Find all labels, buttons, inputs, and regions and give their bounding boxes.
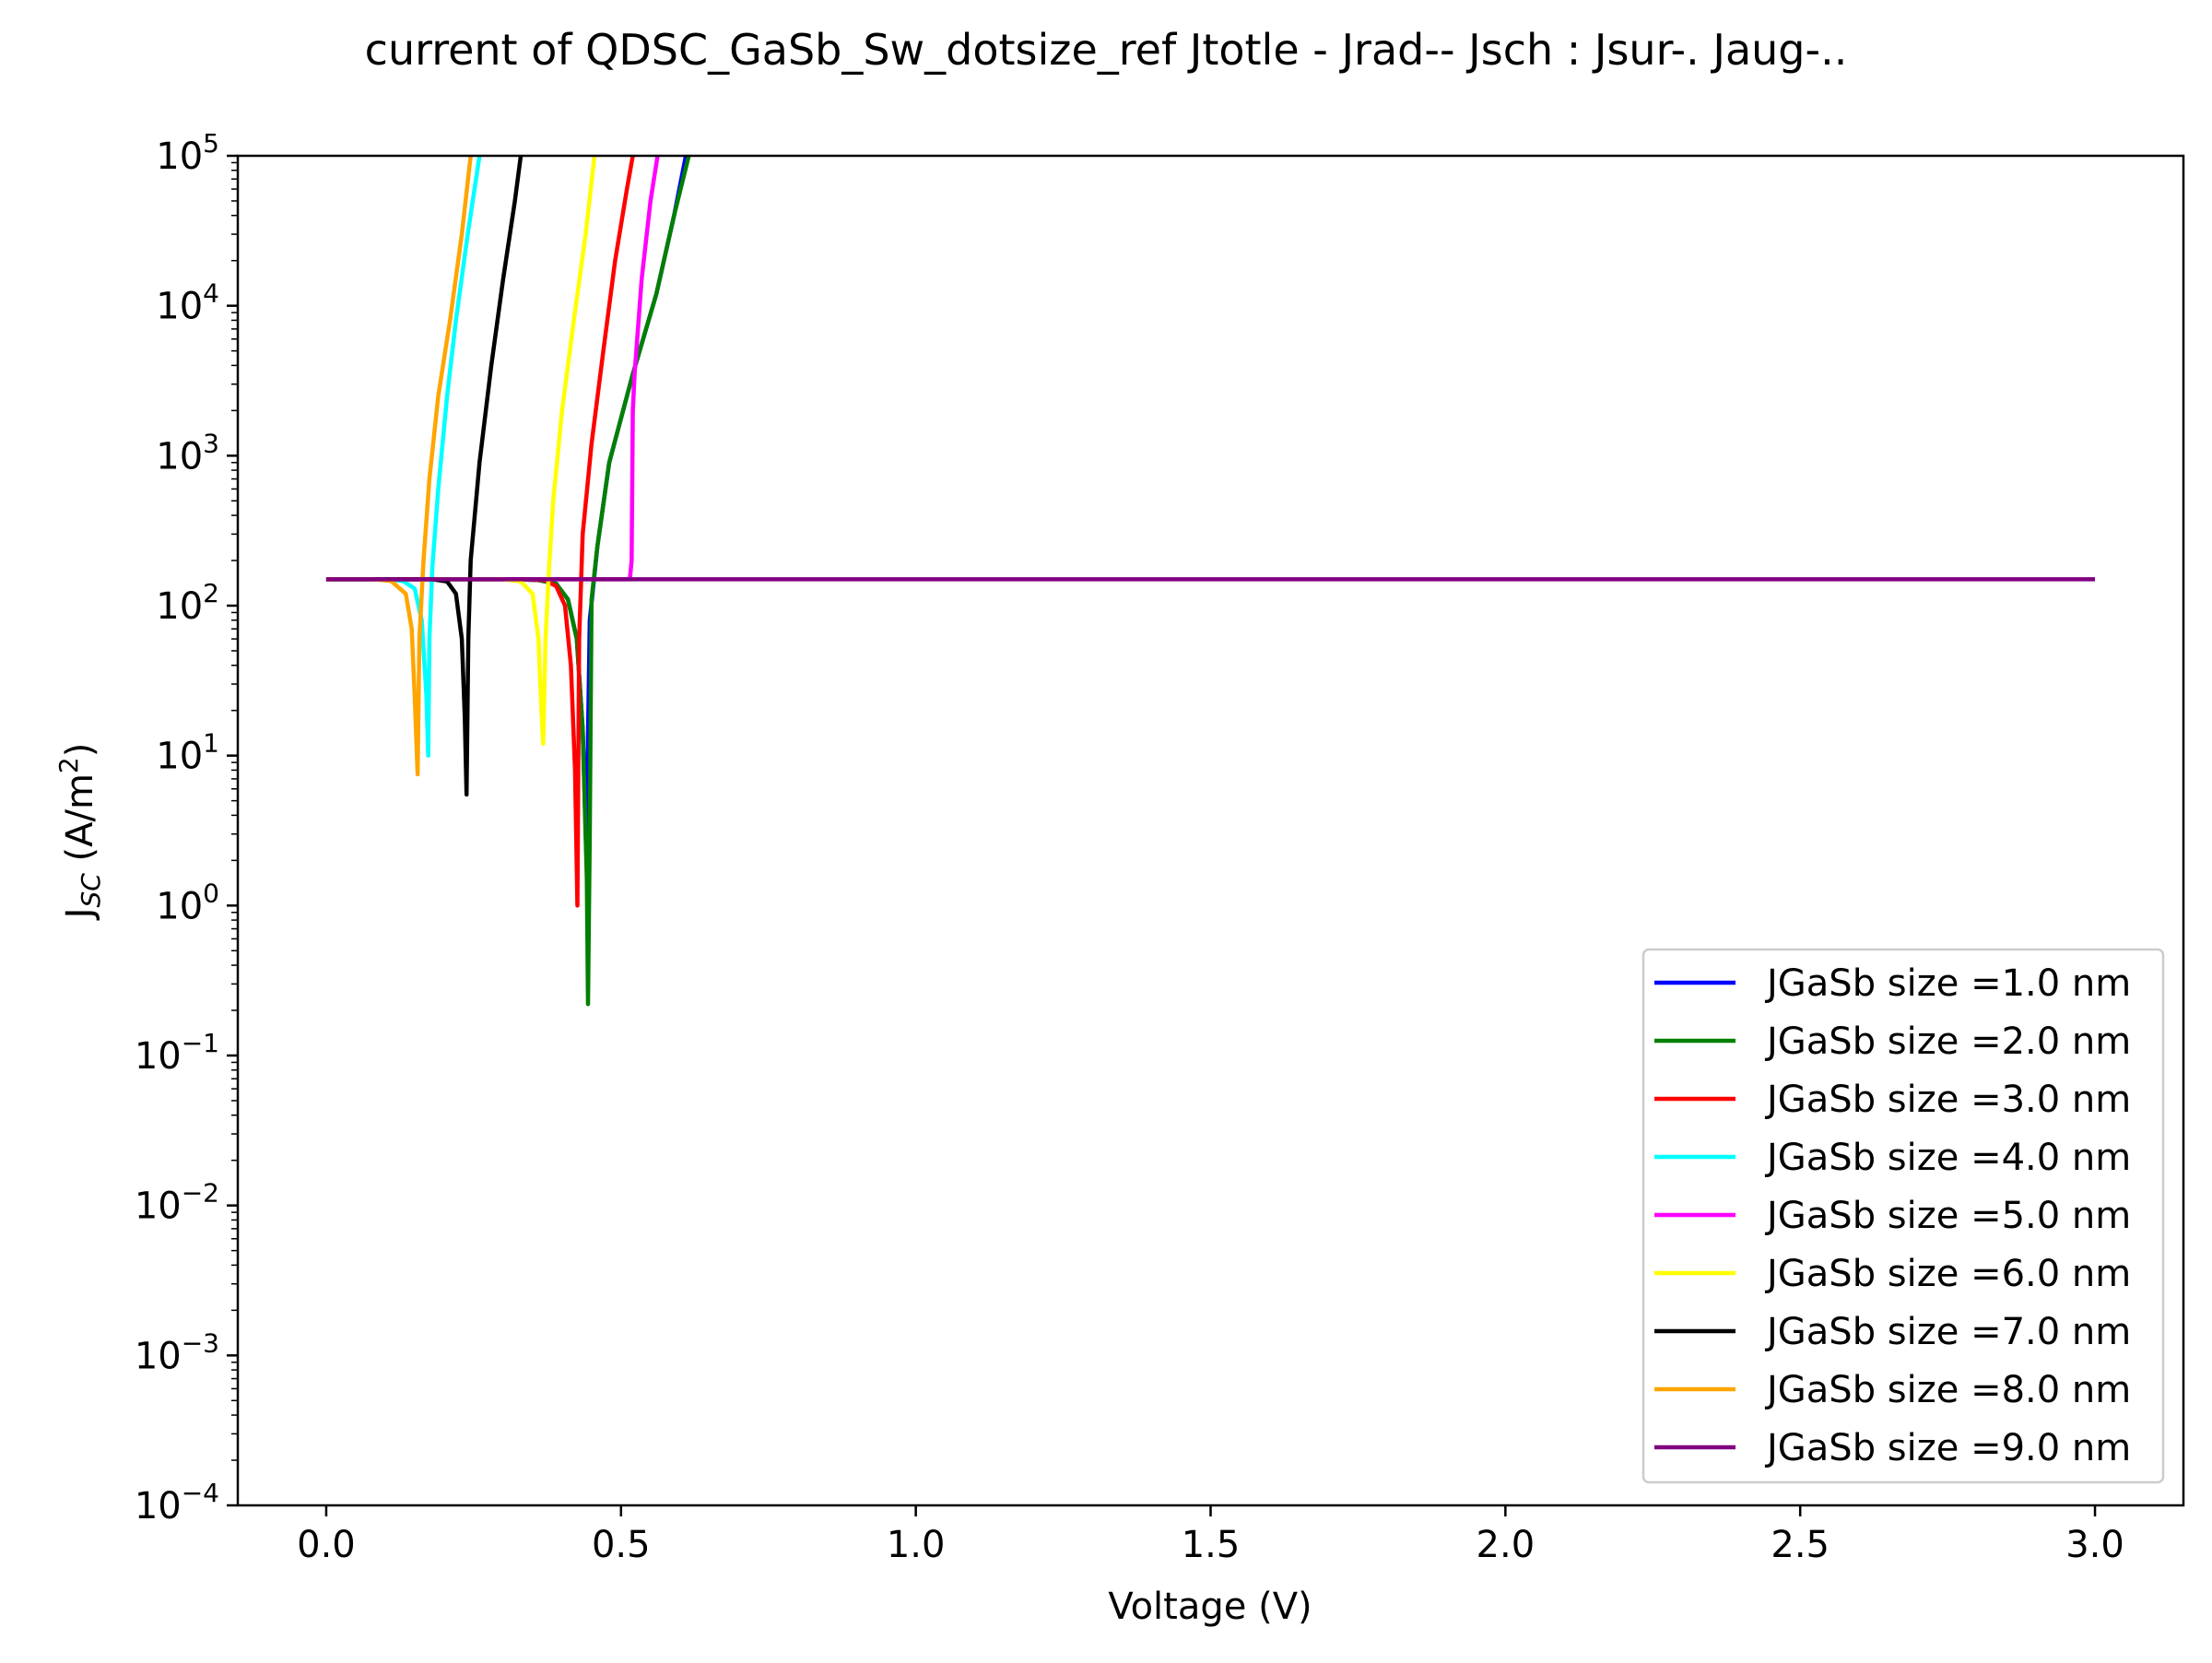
- y-tick-label: 105: [156, 128, 219, 178]
- y-tick-label-base: 10: [156, 585, 203, 628]
- x-tick-label: 3.0: [2065, 1524, 2124, 1566]
- y-tick-label: 102: [156, 578, 219, 628]
- legend-label: JGaSb size =9.0 nm: [1764, 1427, 2131, 1469]
- x-tick-label: 2.0: [1477, 1524, 1535, 1566]
- chart-title: current of QDSC_GaSb_Sw_dotsize_ref Jtot…: [365, 25, 1848, 75]
- series-layer: [325, 156, 2096, 1007]
- y-tick-label: 104: [156, 278, 219, 328]
- legend-label: JGaSb size =1.0 nm: [1764, 962, 2131, 1005]
- y-tick-label-base: 10: [135, 1335, 182, 1377]
- x-axis: 0.0 0.5 1.0 1.5 2.0 2.5 3.0: [297, 1505, 2124, 1566]
- legend-entry: JGaSb size =9.0 nm: [1654, 1427, 2131, 1469]
- y-tick-label: 103: [156, 428, 219, 478]
- y-tick-label: 100: [156, 878, 219, 927]
- legend-entry: JGaSb size =6.0 nm: [1654, 1253, 2131, 1295]
- legend-entry: JGaSb size =4.0 nm: [1654, 1137, 2131, 1179]
- y-axis-label-unit: (A/m: [59, 773, 101, 873]
- x-tick-label: 2.5: [1771, 1524, 1830, 1566]
- y-tick-label-exponent: 4: [203, 278, 219, 309]
- y-tick-label: 10−3: [135, 1327, 219, 1377]
- legend-entry: JGaSb size =8.0 nm: [1654, 1369, 2131, 1411]
- x-tick-label: 0.0: [297, 1524, 356, 1566]
- series-line-7: [325, 156, 524, 797]
- y-tick-label: 10−1: [135, 1028, 219, 1078]
- x-tick-label: 0.5: [592, 1524, 651, 1566]
- y-tick-label-exponent: −4: [182, 1478, 219, 1508]
- y-tick-label-base: 10: [156, 736, 203, 778]
- legend-entry: JGaSb size =7.0 nm: [1654, 1311, 2131, 1353]
- y-tick-label-base: 10: [156, 435, 203, 478]
- series-line-5: [325, 156, 660, 582]
- y-tick-label-exponent: −2: [182, 1178, 219, 1209]
- y-tick-label-base: 10: [156, 136, 203, 178]
- y-axis-label-unit-superscript: 2: [53, 757, 84, 773]
- y-axis-label: JSC (A/m2): [53, 743, 106, 922]
- y-axis-label-subscript: SC: [76, 873, 106, 908]
- y-tick-label-exponent: −1: [182, 1028, 219, 1058]
- legend-label: JGaSb size =8.0 nm: [1764, 1369, 2131, 1411]
- y-tick-label-base: 10: [135, 1485, 182, 1527]
- legend-label: JGaSb size =6.0 nm: [1764, 1253, 2131, 1295]
- x-tick-label: 1.5: [1182, 1524, 1241, 1566]
- y-tick-label-exponent: 0: [203, 878, 219, 908]
- legend-label: JGaSb size =4.0 nm: [1764, 1137, 2131, 1179]
- y-tick-label-base: 10: [156, 885, 203, 927]
- y-axis-label-unit-close: ): [59, 743, 101, 758]
- y-tick-label: 10−2: [135, 1178, 219, 1228]
- y-tick-label-exponent: 2: [203, 578, 219, 608]
- y-tick-label-exponent: −3: [182, 1327, 219, 1358]
- y-tick-label-base: 10: [135, 1035, 182, 1078]
- series-line-8: [325, 156, 473, 777]
- legend-label: JGaSb size =7.0 nm: [1764, 1311, 2131, 1353]
- legend-label: JGaSb size =2.0 nm: [1764, 1020, 2131, 1063]
- y-tick-label-exponent: 5: [203, 128, 219, 159]
- x-axis-label: Voltage (V): [1108, 1586, 1312, 1628]
- legend-label: JGaSb size =5.0 nm: [1764, 1195, 2131, 1237]
- y-axis-label-main: J: [59, 908, 101, 922]
- series-line-4: [325, 156, 482, 758]
- legend-label: JGaSb size =3.0 nm: [1764, 1079, 2131, 1121]
- y-tick-label-exponent: 1: [203, 728, 219, 759]
- legend-entry: JGaSb size =1.0 nm: [1654, 962, 2131, 1005]
- y-tick-label-exponent: 3: [203, 428, 219, 458]
- y-tick-label-base: 10: [135, 1185, 182, 1228]
- legend-entry: JGaSb size =2.0 nm: [1654, 1020, 2131, 1063]
- legend-box: [1641, 948, 2165, 1484]
- series-line-6: [325, 156, 597, 747]
- y-tick-label-base: 10: [156, 286, 203, 328]
- legend-entry: JGaSb size =5.0 nm: [1654, 1195, 2131, 1237]
- legend-entry: JGaSb size =3.0 nm: [1654, 1079, 2131, 1121]
- x-tick-label: 1.0: [887, 1524, 946, 1566]
- legend: JGaSb size =1.0 nm JGaSb size =2.0 nm JGaS…: [1641, 948, 2165, 1484]
- y-tick-label: 101: [156, 728, 219, 778]
- y-tick-label: 10−4: [135, 1478, 219, 1527]
